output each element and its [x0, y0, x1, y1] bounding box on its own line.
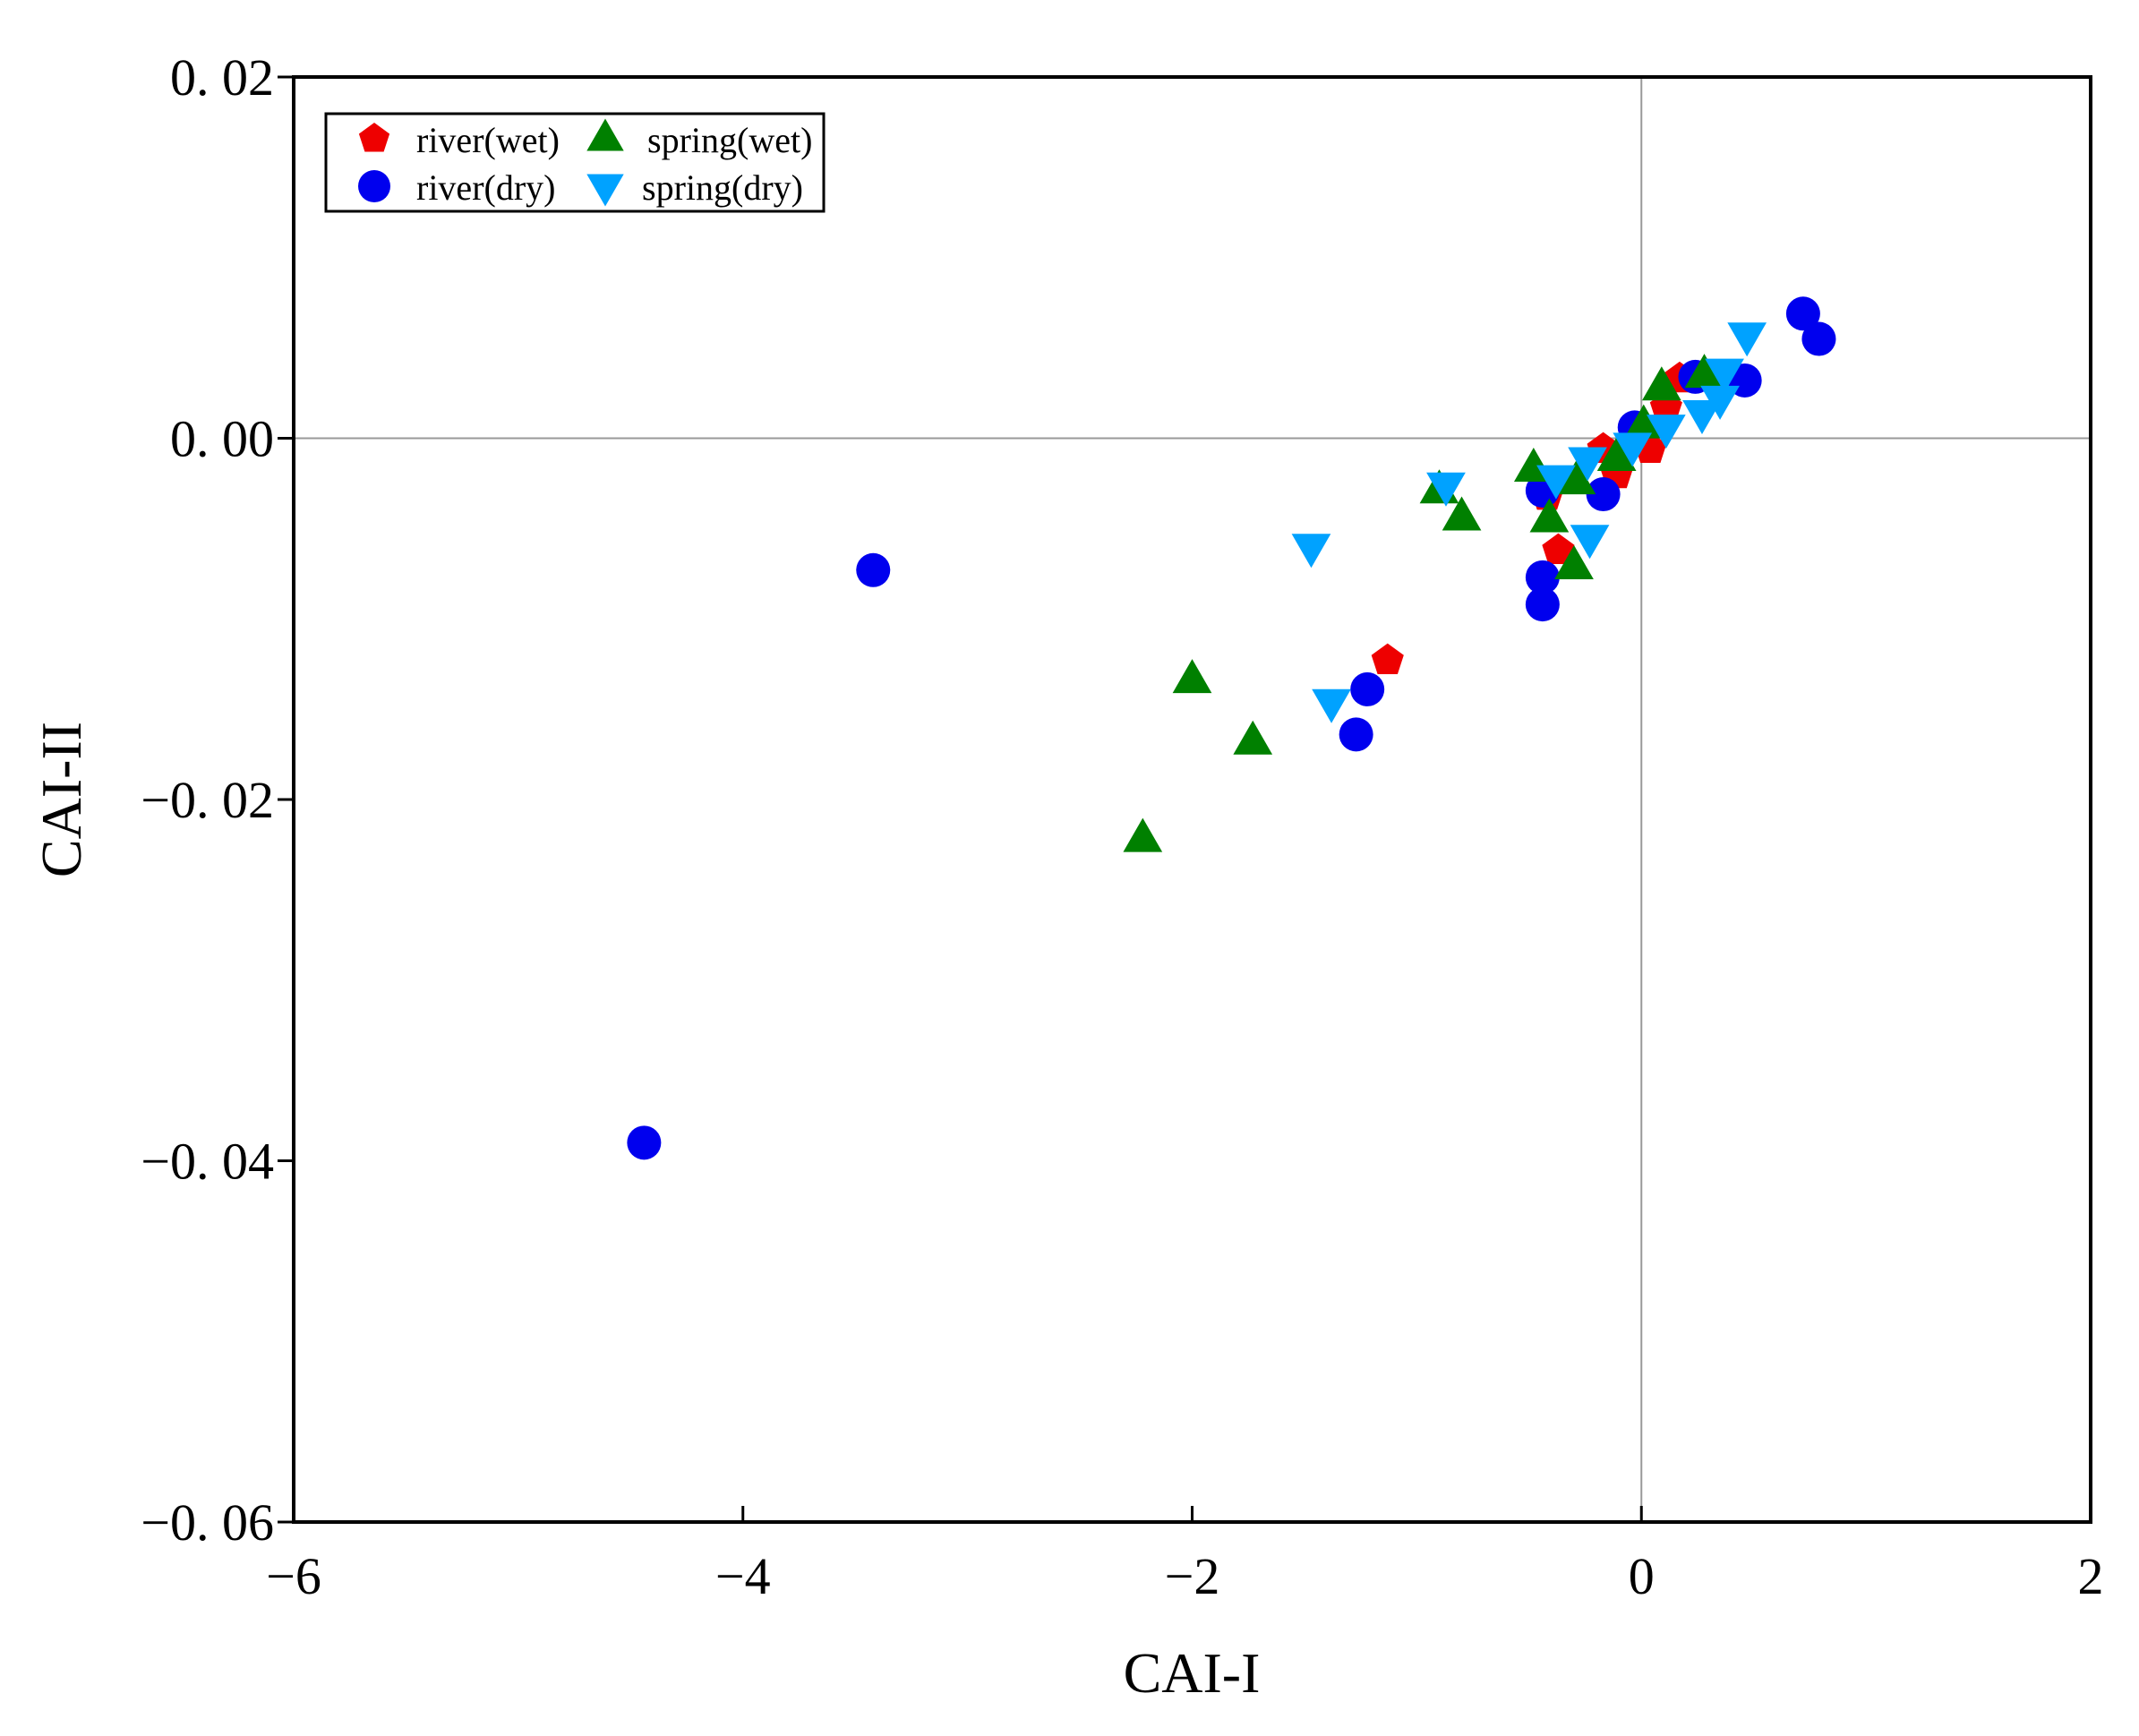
data-point: [1586, 477, 1621, 512]
x-tick-label: 0: [1629, 1547, 1655, 1605]
data-point: [1641, 366, 1681, 401]
data-point: [1684, 354, 1724, 389]
series-river-wet: [1371, 361, 1696, 675]
data-points: [627, 296, 1836, 1160]
data-point: [1233, 720, 1273, 755]
data-point: [1426, 472, 1466, 507]
legend-marker-triangle-up-icon: [586, 118, 624, 151]
x-tick-label: 2: [2078, 1547, 2104, 1605]
x-tick-label: −6: [266, 1547, 321, 1605]
legend-label: spring(dry): [642, 167, 803, 208]
data-point: [1727, 322, 1767, 357]
data-point: [1705, 358, 1744, 393]
data-point: [1568, 447, 1607, 482]
data-point: [1371, 643, 1404, 675]
legend-label: spring(wet): [647, 120, 812, 160]
data-point: [1536, 465, 1576, 500]
data-point: [1613, 432, 1653, 467]
legend-marker-circle-icon: [358, 170, 390, 202]
data-point: [1623, 404, 1664, 439]
legend-label: river(wet): [416, 120, 560, 160]
data-point: [1542, 533, 1575, 564]
y-tick-label: −0. 06: [141, 1493, 274, 1552]
axis-ticks: −6 −4 −2 0 2 0. 02 0. 00 −0. 02 −0. 04 −0. 06: [141, 48, 2103, 1605]
x-tick-label: −2: [1165, 1547, 1220, 1605]
legend-box: [324, 112, 826, 213]
plot-frame: [292, 75, 2092, 1524]
x-axis-title: CAI-I: [1124, 1641, 1261, 1705]
data-point: [1785, 296, 1820, 331]
reference-lines: [294, 77, 2091, 1522]
data-point: [1172, 659, 1212, 694]
data-point: [1556, 460, 1596, 495]
data-point: [627, 1125, 662, 1160]
data-point: [1312, 688, 1351, 723]
y-tick-label: 0. 02: [170, 48, 274, 107]
data-point: [856, 552, 891, 587]
data-point: [1646, 415, 1686, 449]
y-tick-label: −0. 02: [141, 771, 274, 829]
data-point: [1123, 817, 1163, 852]
data-point: [1525, 587, 1560, 622]
legend: river(wet) river(dry) spring(wet) spring(dr…: [324, 112, 826, 213]
legend-label: river(dry): [416, 167, 555, 208]
data-point: [1339, 717, 1373, 752]
data-point: [1801, 321, 1836, 356]
y-tick-label: −0. 04: [141, 1133, 274, 1191]
data-point: [1554, 544, 1594, 579]
y-axis-title: CAI-II: [30, 722, 93, 877]
data-point: [1682, 400, 1722, 435]
data-point: [1596, 436, 1637, 471]
data-point: [1291, 534, 1331, 569]
data-point: [1529, 498, 1570, 533]
legend-marker-pentagon-icon: [358, 123, 390, 152]
series-spring-wet: [1123, 354, 1724, 852]
y-tick-label: 0. 00: [170, 410, 274, 468]
data-point: [1350, 671, 1385, 706]
series-spring-dry: [1291, 322, 1767, 723]
data-point: [1570, 525, 1610, 560]
data-point: [1525, 560, 1560, 594]
legend-marker-triangle-down-icon: [586, 174, 624, 207]
data-point: [1442, 496, 1482, 531]
x-tick-label: −4: [715, 1547, 771, 1605]
